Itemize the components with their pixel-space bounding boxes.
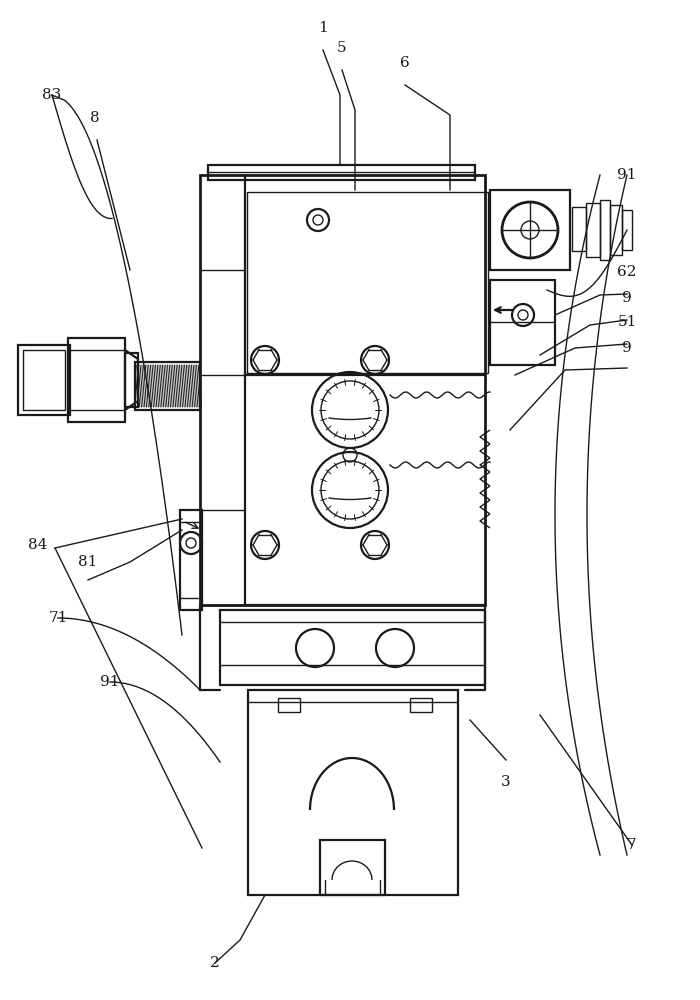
Bar xyxy=(410,698,432,712)
Text: 71: 71 xyxy=(48,611,68,625)
Bar xyxy=(490,190,570,270)
Bar xyxy=(248,690,458,895)
Text: 1: 1 xyxy=(318,21,328,35)
Text: 83: 83 xyxy=(43,88,62,102)
Bar xyxy=(600,200,610,260)
Text: 9: 9 xyxy=(622,291,632,305)
Bar xyxy=(320,840,385,895)
Text: 8: 8 xyxy=(90,111,100,125)
Bar xyxy=(220,610,485,685)
Bar xyxy=(490,280,555,365)
Bar xyxy=(135,362,200,410)
Bar xyxy=(572,207,586,251)
Bar xyxy=(18,345,70,415)
Bar xyxy=(610,205,622,255)
Text: 3: 3 xyxy=(501,775,511,789)
Bar xyxy=(180,510,202,610)
Text: 91: 91 xyxy=(100,675,120,689)
Text: 51: 51 xyxy=(617,315,637,329)
Bar xyxy=(23,350,65,410)
Text: 7: 7 xyxy=(627,838,637,852)
Text: 9: 9 xyxy=(622,341,632,355)
Text: 81: 81 xyxy=(78,555,98,569)
Bar xyxy=(278,698,300,712)
Bar xyxy=(622,210,632,250)
Bar xyxy=(208,165,475,180)
Bar xyxy=(125,353,138,407)
Text: 91: 91 xyxy=(617,168,637,182)
Bar xyxy=(247,192,488,373)
Text: 84: 84 xyxy=(28,538,48,552)
Bar xyxy=(68,338,125,422)
Bar xyxy=(200,175,485,605)
Text: 62: 62 xyxy=(617,265,637,279)
Bar xyxy=(586,203,600,257)
Text: 5: 5 xyxy=(337,41,346,55)
Text: 6: 6 xyxy=(400,56,410,70)
Text: 2: 2 xyxy=(210,956,220,970)
